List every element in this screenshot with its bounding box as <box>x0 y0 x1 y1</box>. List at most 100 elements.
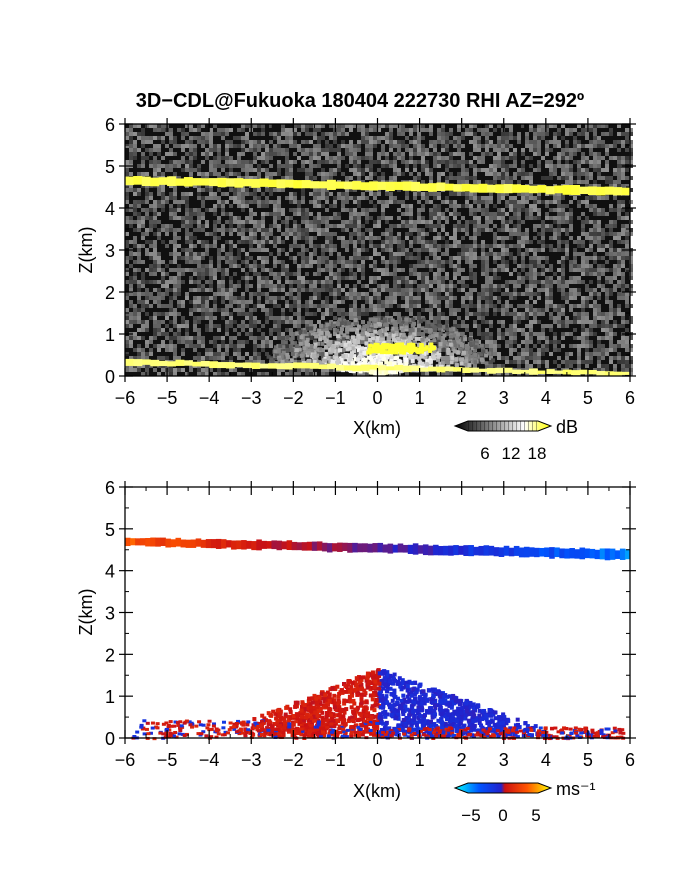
reflectivity-cell <box>369 216 373 220</box>
reflectivity-cell <box>213 148 217 152</box>
reflectivity-cell <box>381 240 385 244</box>
reflectivity-cell <box>165 244 169 248</box>
reflectivity-cell <box>445 288 449 292</box>
reflectivity-cell <box>261 308 265 312</box>
reflectivity-cell <box>137 284 141 288</box>
reflectivity-cell <box>453 224 457 228</box>
reflectivity-cell <box>561 284 565 288</box>
reflectivity-cell <box>577 132 581 136</box>
reflectivity-cell <box>153 268 157 272</box>
reflectivity-cell <box>305 132 309 136</box>
reflectivity-cell <box>357 280 361 284</box>
reflectivity-cell <box>441 316 445 320</box>
reflectivity-cell <box>285 160 289 164</box>
reflectivity-cell <box>217 352 221 356</box>
reflectivity-cell <box>621 240 625 244</box>
reflectivity-cell <box>437 304 441 308</box>
reflectivity-cell <box>573 256 577 260</box>
reflectivity-cell <box>185 144 189 148</box>
reflectivity-cell <box>253 292 257 296</box>
reflectivity-cell <box>125 256 129 260</box>
reflectivity-cell <box>457 176 461 180</box>
reflectivity-cell <box>421 204 425 208</box>
reflectivity-cell <box>561 276 565 280</box>
reflectivity-cell <box>197 340 201 344</box>
reflectivity-cell <box>449 176 453 180</box>
reflectivity-cell <box>145 304 149 308</box>
reflectivity-cell <box>197 260 201 264</box>
reflectivity-cell <box>181 304 185 308</box>
reflectivity-cell <box>481 320 485 324</box>
reflectivity-cell <box>553 336 557 340</box>
reflectivity-cell <box>537 128 541 132</box>
reflectivity-cell <box>141 156 145 160</box>
reflectivity-cell <box>369 244 373 248</box>
reflectivity-cell <box>365 212 369 216</box>
reflectivity-cell <box>205 244 209 248</box>
reflectivity-cell <box>193 152 197 156</box>
reflectivity-cell <box>293 332 297 336</box>
reflectivity-cell <box>505 200 509 204</box>
reflectivity-cell <box>561 136 565 140</box>
reflectivity-cell <box>441 372 445 376</box>
reflectivity-cell <box>149 268 153 272</box>
reflectivity-cell <box>129 172 133 176</box>
reflectivity-cell <box>325 300 329 304</box>
reflectivity-cell <box>313 164 317 168</box>
reflectivity-cell <box>537 232 541 236</box>
reflectivity-cell <box>373 304 377 308</box>
reflectivity-cell <box>193 208 197 212</box>
reflectivity-cell <box>353 240 357 244</box>
reflectivity-cell <box>389 192 393 196</box>
reflectivity-cell <box>573 288 577 292</box>
reflectivity-cell <box>409 152 413 156</box>
reflectivity-cell <box>513 280 517 284</box>
reflectivity-cell <box>269 312 273 316</box>
reflectivity-cell <box>549 340 553 344</box>
reflectivity-cell <box>149 264 153 268</box>
reflectivity-cell <box>409 148 413 152</box>
reflectivity-cell <box>173 320 177 324</box>
reflectivity-cell <box>209 296 213 300</box>
reflectivity-cell <box>297 200 301 204</box>
reflectivity-cell <box>289 332 293 336</box>
reflectivity-cell <box>489 332 493 336</box>
reflectivity-cell <box>337 280 341 284</box>
reflectivity-cell <box>173 348 177 352</box>
reflectivity-cell <box>453 284 457 288</box>
reflectivity-cell <box>597 264 601 268</box>
reflectivity-cell <box>585 168 589 172</box>
reflectivity-cell <box>125 220 129 224</box>
reflectivity-cell <box>357 240 361 244</box>
reflectivity-cell <box>617 216 621 220</box>
reflectivity-cell <box>257 132 261 136</box>
reflectivity-cell <box>441 216 445 220</box>
reflectivity-cell <box>613 248 617 252</box>
reflectivity-cell <box>453 140 457 144</box>
reflectivity-cell <box>341 276 345 280</box>
reflectivity-cell <box>393 288 397 292</box>
reflectivity-cell <box>381 244 385 248</box>
reflectivity-cell <box>197 352 201 356</box>
reflectivity-cell <box>585 328 589 332</box>
reflectivity-cell <box>245 220 249 224</box>
reflectivity-cell <box>229 368 233 372</box>
reflectivity-cell <box>577 236 581 240</box>
reflectivity-cell <box>525 276 529 280</box>
reflectivity-cell <box>413 272 417 276</box>
reflectivity-cell <box>261 204 265 208</box>
reflectivity-cell <box>565 148 569 152</box>
reflectivity-cell <box>129 320 133 324</box>
reflectivity-cell <box>365 284 369 288</box>
reflectivity-cell <box>261 244 265 248</box>
reflectivity-cell <box>229 204 233 208</box>
reflectivity-cell <box>609 184 613 188</box>
reflectivity-cell <box>529 264 533 268</box>
reflectivity-cell <box>425 272 429 276</box>
reflectivity-cell <box>221 312 225 316</box>
reflectivity-cell <box>445 168 449 172</box>
reflectivity-cell <box>389 160 393 164</box>
reflectivity-cell <box>489 124 493 128</box>
reflectivity-cell <box>233 228 237 232</box>
reflectivity-cell <box>329 268 333 272</box>
